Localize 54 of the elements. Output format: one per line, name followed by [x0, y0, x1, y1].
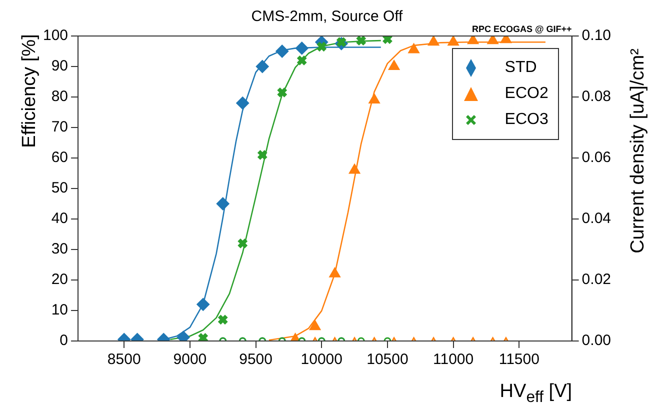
legend-label: ECO3 — [504, 111, 548, 129]
y2-axis-title: Current density [uA]/cm² — [626, 48, 649, 254]
point — [336, 36, 347, 48]
point — [467, 36, 479, 44]
point — [487, 36, 498, 44]
y-tick-label: 0 — [60, 332, 68, 350]
y-tick-label: 30 — [51, 240, 68, 258]
point — [356, 36, 367, 46]
x-tick-label: 9000 — [173, 351, 207, 368]
point — [348, 164, 360, 174]
chart-title: CMS-2mm, Source Off — [251, 8, 404, 26]
point — [408, 43, 420, 54]
x-tick-label: 10000 — [300, 351, 342, 368]
y2-tick-label: 0.02 — [582, 271, 612, 288]
y-tick-label: 80 — [51, 88, 68, 106]
point — [216, 197, 230, 210]
x-tick-label: 11000 — [432, 351, 474, 368]
point — [256, 149, 268, 160]
legend-label: STD — [504, 59, 537, 77]
point — [237, 238, 248, 249]
y2-tick-label: 0.08 — [582, 88, 612, 106]
y-tick-label: 20 — [51, 271, 68, 288]
point — [368, 94, 380, 104]
point — [256, 60, 269, 73]
y2-tick-label: 0.10 — [582, 27, 612, 44]
y2-tick-label: 0.06 — [582, 149, 612, 166]
point — [329, 267, 340, 278]
y2-tick-label: 0.04 — [582, 210, 612, 228]
y-tick-label: 90 — [51, 58, 68, 75]
point — [295, 42, 308, 55]
y2-tick-label: 0.00 — [582, 332, 612, 350]
point — [276, 44, 289, 58]
point — [448, 36, 459, 46]
point — [388, 60, 400, 70]
point — [296, 54, 308, 66]
point — [236, 96, 250, 110]
x-axis-title: HV$_{eff}$ [V] — [500, 381, 572, 407]
point — [309, 320, 321, 330]
y-tick-label: 10 — [51, 302, 68, 319]
y-tick-label: 70 — [51, 118, 68, 136]
legend-label: ECO2 — [504, 85, 548, 103]
x-tick-label: 9500 — [239, 351, 272, 368]
y-tick-label: 50 — [51, 180, 68, 197]
x-tick-label: 10500 — [366, 351, 408, 368]
point — [428, 36, 440, 46]
y-tick-label: 100 — [42, 27, 68, 44]
text: RPC ECOGAS @ GIF++ — [472, 24, 572, 34]
y-tick-label: 40 — [51, 210, 68, 228]
y-tick-label: 60 — [51, 149, 68, 166]
y-axis-title: Efficiency [%] — [18, 34, 41, 148]
x-tick-label: 11500 — [498, 351, 540, 368]
x-tick-label: 8500 — [107, 351, 141, 368]
point — [316, 41, 328, 52]
point — [276, 86, 288, 98]
